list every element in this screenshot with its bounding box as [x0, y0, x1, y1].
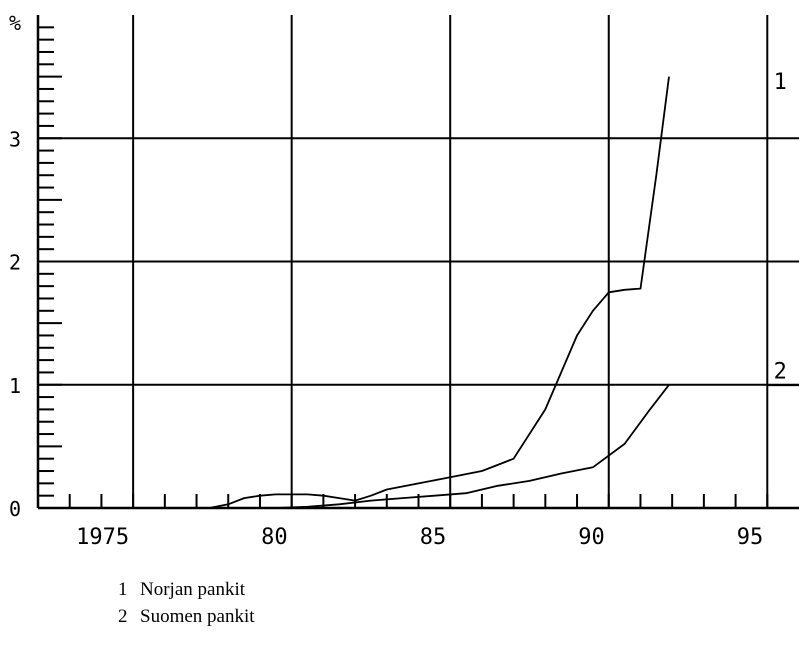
legend-item-1: 1 Norjan pankit	[118, 576, 255, 603]
legend-item-2: 2 Suomen pankit	[118, 603, 255, 630]
y-tick-label: 1	[9, 374, 21, 398]
grid-lines	[38, 15, 799, 508]
legend-item-label: Suomen pankit	[140, 606, 255, 627]
x-tick-label: 1975	[76, 525, 129, 550]
series-layer	[209, 76, 670, 509]
series-line-2	[275, 384, 670, 509]
y-tick-label: 2	[9, 251, 21, 275]
y-tick-labels: 0 1 2 3	[9, 127, 21, 521]
series-label-1: 1	[774, 70, 787, 95]
legend-item-number: 2	[118, 606, 128, 627]
series-line-1	[209, 76, 670, 509]
series-labels: 12	[767, 70, 799, 387]
x-tick-label: 90	[578, 525, 605, 550]
legend-item-label: Norjan pankit	[140, 579, 246, 600]
x-tick-label: 95	[737, 525, 764, 550]
y-axis-label: %	[9, 11, 21, 35]
legend: 1 Norjan pankit 2 Suomen pankit	[118, 576, 255, 630]
x-tick-label: 80	[261, 525, 288, 550]
y-tick-label: 0	[9, 497, 21, 521]
x-minor-ticks	[68, 494, 769, 508]
series-label-2: 2	[774, 360, 787, 385]
legend-item-number: 1	[118, 579, 128, 600]
y-tick-label: 3	[9, 127, 21, 151]
y-minor-ticks	[38, 26, 62, 497]
axes	[36, 15, 799, 510]
x-tick-label: 85	[420, 525, 447, 550]
x-tick-labels: 1975 80 85 90 95	[76, 525, 763, 550]
